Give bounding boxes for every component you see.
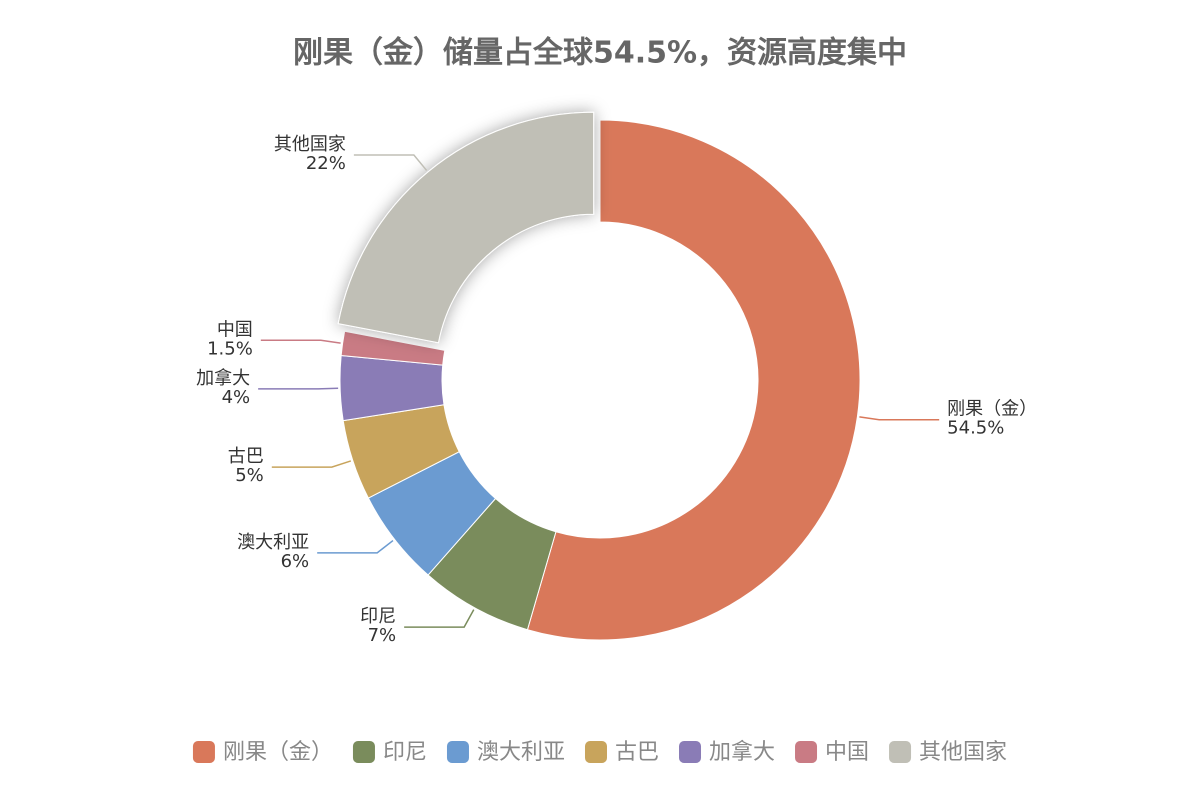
slice-label: 澳大利亚 [237, 532, 309, 553]
leader-line [404, 609, 475, 628]
slice-label: 古巴 [228, 446, 264, 467]
slice-label: 刚果（金） [947, 399, 1037, 420]
leader-line [353, 154, 428, 171]
slice-value-label: 4% [222, 387, 251, 408]
donut-slice [337, 111, 595, 344]
leader-line [317, 539, 394, 554]
slice-value-label: 54.5% [947, 418, 1004, 439]
legend-swatch [584, 741, 607, 763]
slice-label: 加拿大 [196, 367, 250, 389]
slice-value-label: 7% [368, 625, 397, 646]
legend-swatch [679, 741, 702, 763]
legend-swatch [446, 741, 469, 763]
leader-line [271, 460, 352, 468]
slice-label: 印尼 [360, 606, 396, 627]
leader-line [859, 416, 940, 421]
legend-swatch [795, 741, 818, 763]
legend-label: 中国 [825, 740, 869, 765]
slice-value-label: 5% [235, 465, 264, 486]
slice-label: 其他国家 [274, 134, 346, 155]
legend-swatch [352, 741, 375, 763]
legend-swatch [889, 741, 912, 763]
donut-slice [526, 119, 861, 641]
legend-swatch [192, 741, 215, 763]
legend-label: 古巴 [615, 740, 659, 765]
chart-title: 刚果（金）储量占全球54.5%，资源高度集中 [293, 36, 907, 71]
slice-value-label: 6% [281, 551, 310, 572]
leader-line [260, 339, 341, 344]
donut-slice [340, 330, 446, 366]
leader-line [258, 387, 339, 390]
legend-label: 刚果（金） [223, 740, 333, 765]
legend: 刚果（金） 印尼 澳大利亚 古巴 加拿大 中国 其他国家 [192, 739, 1007, 765]
slice-value-label: 1.5% [207, 338, 253, 359]
legend-label: 加拿大 [709, 739, 775, 765]
legend-label: 澳大利亚 [477, 740, 565, 765]
slice-label: 中国 [217, 319, 253, 340]
legend-label: 其他国家 [919, 740, 1007, 765]
legend-label: 印尼 [383, 740, 427, 765]
slice-value-label: 22% [306, 153, 346, 174]
